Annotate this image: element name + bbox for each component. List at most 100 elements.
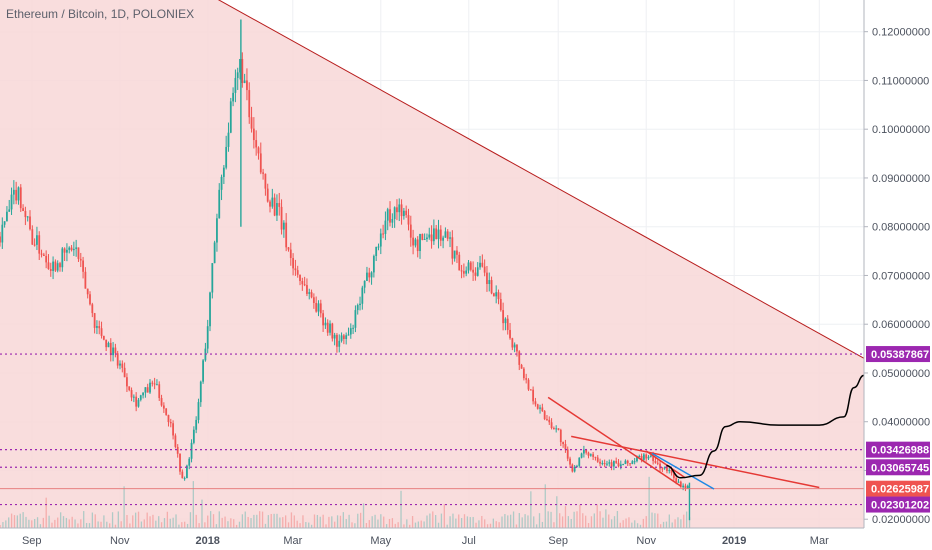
candle-body xyxy=(490,280,493,294)
volume-bar xyxy=(114,524,117,528)
candle-body xyxy=(165,408,168,415)
candle-body xyxy=(483,266,486,273)
volume-bar xyxy=(233,519,235,528)
volume-bar xyxy=(209,511,212,528)
volume-bar xyxy=(34,519,36,528)
volume-bar xyxy=(308,522,310,528)
volume-bar xyxy=(449,516,451,528)
candle-body xyxy=(56,263,59,271)
volume-bar xyxy=(429,513,431,528)
candle-body xyxy=(375,246,378,256)
candle-body xyxy=(550,422,553,429)
candle-body xyxy=(649,455,652,457)
candle-body xyxy=(513,344,516,348)
volume-bar xyxy=(207,515,209,528)
volume-bar xyxy=(371,516,373,528)
candle-body xyxy=(668,469,671,472)
candle-body xyxy=(534,401,537,405)
level-price-label: 0.02625987 xyxy=(871,484,929,496)
candle-body xyxy=(465,270,468,274)
candle-body xyxy=(211,263,214,293)
candle-body xyxy=(306,285,308,294)
candle-body xyxy=(449,237,451,239)
volume-bar xyxy=(103,515,105,528)
candle-body xyxy=(396,207,398,213)
candle-body xyxy=(414,239,417,246)
volume-bar xyxy=(259,511,261,528)
candle-body xyxy=(509,329,511,339)
candle-body xyxy=(619,464,622,467)
candle-body xyxy=(601,463,604,465)
candle-body xyxy=(599,461,601,464)
volume-bar xyxy=(651,512,653,528)
volume-bar xyxy=(137,511,140,528)
candle-body xyxy=(89,294,91,305)
candle-body xyxy=(654,461,657,463)
candle-body xyxy=(511,338,514,348)
candle-body xyxy=(636,457,638,462)
candle-body xyxy=(589,454,592,456)
candle-body xyxy=(98,326,101,329)
volume-bar xyxy=(657,513,659,528)
candle-body xyxy=(582,449,585,454)
candle-body xyxy=(285,222,288,248)
candle-body xyxy=(569,458,571,465)
volume-bar xyxy=(524,514,526,528)
volume-bar xyxy=(567,516,570,528)
candle-body xyxy=(462,271,465,274)
volume-bar xyxy=(100,521,102,528)
candle-body xyxy=(68,247,71,250)
candle-body xyxy=(296,270,299,275)
volume-bar xyxy=(129,523,131,528)
level-price-label: 0.02301202 xyxy=(871,500,929,512)
volume-bar xyxy=(140,521,143,528)
candle-body xyxy=(486,272,488,285)
x-tick-label: Mar xyxy=(283,535,302,547)
volume-bar xyxy=(328,516,330,528)
candle-body xyxy=(192,429,195,443)
volume-bar xyxy=(605,509,607,528)
candle-body xyxy=(319,303,322,314)
volume-bar xyxy=(579,504,581,528)
candle-body xyxy=(573,466,576,472)
volume-bar xyxy=(411,516,414,528)
volume-bar xyxy=(685,511,688,528)
candle-body xyxy=(213,242,216,264)
volume-bar xyxy=(354,523,356,528)
candle-body xyxy=(239,58,241,73)
volume-bar xyxy=(553,522,555,528)
volume-bar xyxy=(39,524,42,528)
trend-line xyxy=(547,396,682,487)
candle-body xyxy=(128,386,131,391)
volume-bar xyxy=(83,511,85,528)
candle-body xyxy=(278,203,281,207)
candle-body xyxy=(504,318,507,324)
volume-bar xyxy=(256,514,258,528)
candle-body xyxy=(407,215,410,225)
candle-body xyxy=(640,456,643,460)
volume-bar xyxy=(636,523,639,528)
candle-body xyxy=(322,313,324,326)
volume-bar xyxy=(287,522,290,528)
volume-bar xyxy=(42,517,44,528)
candle-body xyxy=(379,233,382,247)
volume-bar xyxy=(22,512,24,528)
candle-body xyxy=(552,428,555,430)
volume-bar xyxy=(97,521,99,528)
volume-bar xyxy=(533,516,535,528)
candle-body xyxy=(280,206,283,230)
price-axis-background xyxy=(864,0,932,550)
volume-bar xyxy=(132,515,134,528)
volume-bar xyxy=(195,514,197,528)
volume-bar xyxy=(406,519,408,528)
candle-body xyxy=(151,382,154,384)
candle-body xyxy=(652,455,655,462)
volume-bar xyxy=(374,514,376,528)
volume-bar xyxy=(204,522,206,528)
candle-body xyxy=(435,228,438,240)
volume-bar xyxy=(91,512,94,528)
candle-body xyxy=(227,132,230,147)
candle-body xyxy=(453,250,456,259)
volume-bar xyxy=(230,518,232,528)
volume-bar xyxy=(296,520,298,528)
